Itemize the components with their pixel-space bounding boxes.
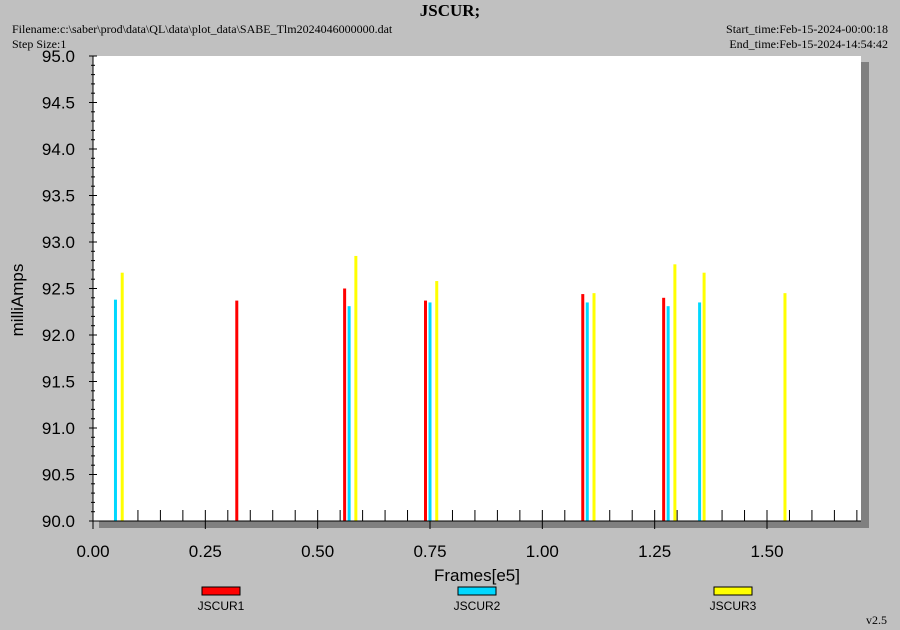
bar-jscur3 (435, 281, 439, 521)
legend-label-jscur1: JSCUR1 (198, 599, 245, 613)
y-tick-label: 90.5 (42, 466, 75, 485)
chart-bars (113, 255, 787, 521)
step-size-label: Step Size:1 (12, 37, 67, 51)
version-label: v2.5 (866, 613, 887, 627)
x-axis-title: Frames[e5] (434, 566, 520, 585)
bar-jscur3 (592, 293, 596, 521)
y-tick-label: 91.5 (42, 373, 75, 392)
bar-jscur2 (585, 302, 589, 521)
y-tick-label: 94.0 (42, 140, 75, 159)
x-axis-ticks (92, 521, 768, 529)
bar-jscur1 (235, 300, 239, 521)
bar-jscur2 (666, 306, 670, 521)
bar-jscur1 (343, 288, 347, 521)
bar-jscur3 (673, 264, 677, 521)
end-time-label: End_time:Feb-15-2024-14:54:42 (729, 37, 888, 51)
bar-jscur2 (113, 299, 117, 521)
plot-area (93, 56, 861, 521)
y-tick-label: 91.0 (42, 419, 75, 438)
y-tick-label: 94.5 (42, 94, 75, 113)
x-tick-label: 0.00 (76, 542, 109, 561)
bar-jscur1 (581, 294, 585, 521)
bar-jscur1 (662, 297, 666, 521)
bar-jscur1 (424, 300, 428, 521)
legend-label-jscur3: JSCUR3 (710, 599, 757, 613)
x-tick-label: 1.50 (750, 542, 783, 561)
y-axis-title: milliAmps (8, 264, 27, 337)
y-tick-labels: 90.0 90.5 91.0 91.5 92.0 92.5 93.0 93.5 94.0 94.5… (42, 47, 75, 531)
bar-jscur2 (428, 302, 432, 521)
y-tick-label: 92.5 (42, 280, 75, 299)
x-tick-label: 1.25 (638, 542, 671, 561)
x-tick-label: 0.25 (189, 542, 222, 561)
start-time-label: Start_time:Feb-15-2024-00:00:18 (726, 22, 888, 36)
legend-swatch-jscur2 (457, 586, 497, 596)
bar-jscur2 (347, 306, 351, 521)
y-tick-label: 95.0 (42, 47, 75, 66)
x-tick-labels: 0.00 0.25 0.50 0.75 1.00 1.25 1.50 (76, 542, 783, 561)
y-tick-label: 90.0 (42, 512, 75, 531)
chart-title: JSCUR; (419, 1, 481, 20)
bar-jscur3 (120, 272, 124, 521)
legend: JSCUR1 JSCUR2 JSCUR3 (198, 586, 757, 613)
y-tick-label: 93.0 (42, 233, 75, 252)
x-tick-label: 0.75 (413, 542, 446, 561)
x-tick-label: 1.00 (526, 542, 559, 561)
y-tick-label: 92.0 (42, 326, 75, 345)
bar-jscur3 (783, 293, 787, 521)
legend-label-jscur2: JSCUR2 (454, 599, 501, 613)
bar-jscur2 (698, 302, 702, 521)
legend-swatch-jscur1 (201, 586, 241, 596)
legend-swatch-jscur3 (713, 586, 753, 596)
x-tick-label: 0.50 (301, 542, 334, 561)
bar-jscur3 (702, 272, 706, 521)
y-tick-label: 93.5 (42, 187, 75, 206)
filename-label: Filename:c:\saber\prod\data\QL\data\plot… (12, 22, 393, 36)
bar-jscur3 (354, 255, 358, 521)
